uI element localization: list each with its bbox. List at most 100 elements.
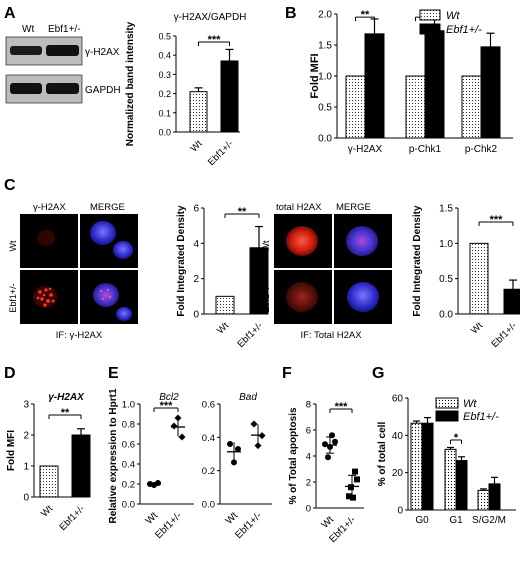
panel-title: Bad xyxy=(239,392,257,403)
data-point xyxy=(174,414,182,422)
legend-swatch xyxy=(435,410,459,422)
data-point xyxy=(327,443,333,450)
x-tick-label: Wt xyxy=(39,503,55,519)
significance-label: *** xyxy=(208,34,222,46)
x-tick-label: γ-H2AX xyxy=(348,144,383,155)
micrograph-left: γ-H2AX MERGE Wt Ebf1+/- IF: γ-H2AX xyxy=(8,202,138,341)
chart-e: 0.00.20.40.60.81.0WtEbf1+/-***Bcl20.00.2… xyxy=(108,388,272,541)
micro-left-caption: IF: γ-H2AX xyxy=(56,330,103,341)
y-tick-label: 6 xyxy=(193,204,199,215)
panel-letter-b: B xyxy=(285,5,297,22)
nucleus xyxy=(93,283,119,307)
bar xyxy=(71,434,91,498)
x-tick-label: Ebf1+/- xyxy=(206,138,236,168)
y-tick-label: 4 xyxy=(193,239,199,250)
significance-label: *** xyxy=(490,214,504,226)
bar xyxy=(405,75,426,139)
bar xyxy=(469,242,489,315)
data-point xyxy=(329,432,335,439)
bar xyxy=(215,295,235,315)
y-tick-label: 1.0 xyxy=(318,72,332,83)
y-tick-label: 0.6 xyxy=(122,440,135,451)
y-tick-label: 4 xyxy=(306,452,311,463)
y-tick-label: 0.0 xyxy=(122,500,135,511)
y-tick-label: 0.4 xyxy=(202,433,215,444)
y-axis-label: % of Total apoptosis xyxy=(288,407,299,504)
data-point xyxy=(250,420,258,428)
x-tick-label: Wt xyxy=(189,138,205,154)
micro-left-col2: MERGE xyxy=(90,202,125,213)
y-tick-label: 0.4 xyxy=(122,460,135,471)
legend-label: Wt xyxy=(446,10,460,22)
y-tick-label: 0.6 xyxy=(202,400,215,411)
chart-a: 0.0 0.1 0.2 0.3 0.4 0.5 Wt Ebf1+/- *** Normalized… xyxy=(125,12,246,168)
chart-d: 0 1 2 3 Wt Ebf1+/- ** Fold MFI γ-H2AX xyxy=(6,392,91,533)
y-tick-label: 20 xyxy=(392,468,404,479)
y-tick-label: 0.0 xyxy=(202,500,215,511)
y-tick-label: 2 xyxy=(193,274,199,285)
blot-lane-label-ebf1: Ebf1+/- xyxy=(48,24,81,35)
chart-title: γ-H2AX/GAPDH xyxy=(174,12,247,23)
data-point xyxy=(352,468,358,475)
chart-title: γ-H2AX xyxy=(48,392,85,403)
y-tick-label: 1.0 xyxy=(439,239,453,250)
y-tick-label: 0.0 xyxy=(439,310,453,321)
y-tick-label: 3 xyxy=(23,400,29,411)
bar xyxy=(249,247,269,315)
y-tick-label: 0.5 xyxy=(318,103,332,114)
data-point xyxy=(332,438,338,445)
x-tick-label: Wt xyxy=(144,510,161,527)
panel-letter-e: E xyxy=(108,365,119,382)
y-tick-label: 2.0 xyxy=(318,10,332,21)
panel-letter-d: D xyxy=(4,365,16,382)
y-tick-label: 0.0 xyxy=(318,134,332,145)
blot-band-gapdh-wt xyxy=(10,83,42,94)
panel-letter-g: G xyxy=(372,365,384,382)
data-point xyxy=(354,476,360,483)
panel-letter-c: C xyxy=(4,177,16,194)
data-point xyxy=(178,433,186,441)
x-tick-label: Wt xyxy=(215,320,231,336)
micro-left-col1: γ-H2AX xyxy=(33,202,66,213)
x-tick-label: G0 xyxy=(415,515,429,526)
bar xyxy=(421,422,434,511)
significance-label: *** xyxy=(335,401,349,413)
nucleus xyxy=(113,241,133,259)
y-tick-label: 6 xyxy=(306,426,311,437)
x-tick-label: Wt xyxy=(469,320,485,336)
y-tick-label: 60 xyxy=(392,394,404,405)
y-axis-label: Relative expression to Hprt1 xyxy=(108,388,119,523)
bar xyxy=(444,448,457,511)
chart-c-right: 0.0 0.5 1.0 1.5 Wt Ebf1+/- *** Fold Integrated … xyxy=(412,204,520,350)
x-tick-label: p-Chk1 xyxy=(409,144,442,155)
micrograph-right: total H2AX MERGE Wt Ebf1+/- IF: Total H2… xyxy=(261,202,392,341)
data-point xyxy=(350,494,356,501)
y-axis-label: % of total cell xyxy=(377,422,388,487)
x-tick-label: G1 xyxy=(449,515,463,526)
micro-left-row2: Ebf1+/- xyxy=(8,283,18,312)
western-blot: Wt Ebf1+/- γ-H2AX GAPDH xyxy=(5,24,121,104)
x-tick-label: S/G2/M xyxy=(472,515,506,526)
bar xyxy=(220,60,239,133)
y-tick-label: 1.5 xyxy=(439,204,453,215)
micro-right-caption: IF: Total H2AX xyxy=(300,330,362,341)
nucleus-total-h2ax-dim xyxy=(286,282,318,312)
data-point xyxy=(346,493,352,500)
y-axis-label: Normalized band intensity xyxy=(125,21,136,146)
x-tick-label: Ebf1+/- xyxy=(57,503,87,533)
significance-label: ** xyxy=(361,9,370,21)
y-tick-label: 0.2 xyxy=(202,466,215,477)
panel-title: Bcl2 xyxy=(159,392,179,403)
data-point xyxy=(258,432,266,440)
blot-band-gapdh-ebf1 xyxy=(46,83,79,94)
data-point xyxy=(231,459,237,466)
data-point xyxy=(322,441,328,448)
y-tick-label: 40 xyxy=(392,431,404,442)
data-point xyxy=(254,442,262,450)
chart-g: 0 20 40 60 G0 G1 * S/G2/M % of total cell WtEbf1+… xyxy=(377,394,516,526)
significance-label: ** xyxy=(238,206,247,218)
y-tick-label: 0 xyxy=(397,506,403,517)
legend-swatch xyxy=(435,397,459,409)
panel-letter-f: F xyxy=(282,365,292,382)
